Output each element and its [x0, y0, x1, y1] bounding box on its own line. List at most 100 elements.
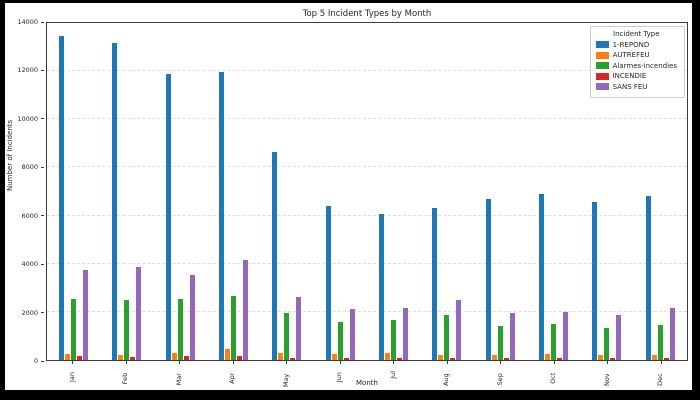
y-tick-mark: [41, 69, 44, 71]
y-tick-label: 6000: [21, 211, 38, 220]
y-tick-label: 12000: [17, 66, 38, 75]
bar-autrefeu: [491, 354, 497, 360]
legend-entry: AUTREFEU: [595, 51, 677, 59]
bar-alarmes-incendies: [551, 323, 557, 360]
legend-title: Incident Type: [613, 30, 660, 38]
bar-group-mar: [154, 23, 207, 360]
y-tick-mark: [41, 118, 44, 120]
bar-alarmes-incendies: [497, 326, 503, 360]
y-tick-label: 8000: [21, 163, 38, 172]
x-tick-mark: [339, 361, 341, 364]
legend-swatch: [595, 83, 609, 90]
x-tick-mark: [660, 361, 662, 364]
bar-group-jul: [367, 23, 420, 360]
x-tick-label: Jul: [388, 370, 397, 379]
gridline: [47, 118, 687, 120]
bar-incendie: [663, 357, 669, 360]
bar-group-may: [260, 23, 313, 360]
bar-sans feu: [403, 308, 409, 360]
legend-entry: INCENDIE: [595, 72, 677, 80]
x-tick-mark: [72, 361, 74, 364]
bar-autrefeu: [278, 353, 284, 360]
bar-1-repond: [432, 208, 438, 360]
bar-group-oct: [527, 23, 580, 360]
bar-sans feu: [563, 311, 569, 360]
x-tick-mark: [393, 361, 395, 364]
legend-label: 1-REPOND: [612, 40, 650, 49]
gridline: [47, 262, 687, 264]
x-tick-mark: [446, 361, 448, 364]
x-tick-mark: [232, 361, 234, 364]
bar-1-repond: [219, 72, 225, 360]
legend-swatch: [595, 62, 609, 69]
bar-alarmes-incendies: [177, 298, 183, 360]
chart-title: Top 5 Incident Types by Month: [302, 9, 432, 19]
x-tick-mark: [286, 361, 288, 364]
bar-alarmes-incendies: [124, 299, 130, 360]
y-tick-label: 0: [33, 357, 38, 365]
bar-group-apr: [207, 23, 260, 360]
bar-1-repond: [539, 193, 545, 360]
bar-1-repond: [485, 198, 491, 360]
bar-sans feu: [296, 297, 302, 360]
bar-group-feb: [100, 23, 153, 360]
bar-autrefeu: [225, 349, 231, 360]
bar-groups: [47, 23, 687, 360]
legend-swatch: [595, 51, 609, 59]
figure-canvas: Top 5 Incident Types by Month Number of …: [5, 3, 692, 390]
x-axis-label: Month: [356, 379, 378, 387]
gridlines: [47, 23, 687, 360]
bar-autrefeu: [171, 352, 177, 360]
bar-autrefeu: [651, 354, 657, 360]
bar-alarmes-incendies: [284, 313, 290, 360]
legend-entry: 1-REPOND: [595, 40, 677, 49]
bar-incendie: [343, 358, 349, 360]
y-tick-mark: [41, 215, 44, 217]
legend-label: INCENDIE: [612, 72, 647, 80]
bar-autrefeu: [438, 354, 444, 360]
legend-swatch: [595, 41, 609, 48]
bar-sans feu: [616, 315, 622, 360]
bar-group-aug: [420, 23, 473, 360]
bar-incendie: [450, 358, 456, 360]
bar-alarmes-incendies: [657, 325, 663, 360]
gridline: [47, 214, 687, 216]
bar-autrefeu: [331, 353, 337, 360]
bar-incendie: [237, 356, 243, 360]
y-tick-mark: [41, 360, 44, 362]
bar-sans feu: [243, 260, 249, 360]
x-tick-mark: [125, 361, 127, 364]
bar-1-repond: [59, 36, 65, 360]
bar-incendie: [77, 356, 83, 360]
x-tick-mark: [607, 361, 609, 364]
bar-1-repond: [645, 196, 651, 360]
bar-incendie: [503, 358, 509, 360]
bar-incendie: [130, 357, 136, 360]
bar-group-dec: [634, 23, 687, 360]
gridline: [47, 70, 687, 72]
legend-entries: 1-REPOND AUTREFEU Alarmes-incendies INCENDI…: [595, 40, 677, 91]
gridline: [47, 310, 687, 312]
y-tick-mark: [41, 312, 44, 314]
bar-group-jan: [47, 23, 100, 360]
x-tick-mark: [500, 361, 502, 364]
x-tick-mark: [553, 361, 555, 364]
bar-sans feu: [83, 269, 89, 360]
legend-label: SANS FEU: [612, 82, 648, 91]
bar-sans feu: [349, 309, 355, 360]
bar-incendie: [610, 358, 616, 360]
y-tick-mark: [41, 263, 44, 265]
y-tick-label: 4000: [21, 260, 38, 269]
bar-incendie: [290, 357, 296, 360]
bar-1-repond: [325, 205, 331, 360]
bar-incendie: [183, 356, 189, 360]
bar-sans feu: [136, 267, 142, 360]
bar-1-repond: [165, 73, 171, 360]
bar-alarmes-incendies: [231, 296, 237, 360]
y-tick-mark: [41, 166, 44, 168]
legend-label: Alarmes-incendies: [612, 61, 677, 70]
bar-sans feu: [456, 299, 462, 360]
bar-autrefeu: [385, 353, 391, 360]
y-tick-label: 10000: [17, 114, 38, 123]
